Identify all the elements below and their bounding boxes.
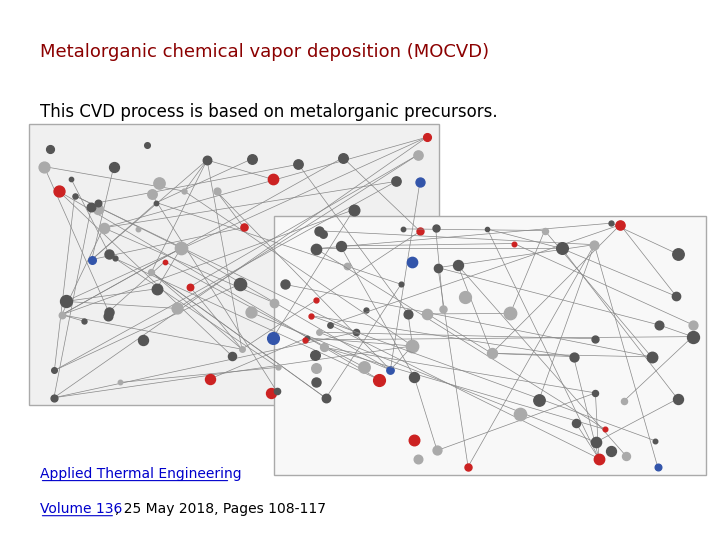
Text: Metalorganic chemical vapor deposition (MOCVD): Metalorganic chemical vapor deposition (…	[40, 43, 489, 61]
FancyBboxPatch shape	[29, 124, 439, 405]
Text: This CVD process is based on metalorganic precursors.: This CVD process is based on metalorgani…	[40, 103, 498, 120]
Text: Volume 136: Volume 136	[40, 502, 122, 516]
FancyBboxPatch shape	[274, 216, 706, 475]
Text: , 25 May 2018, Pages 108-117: , 25 May 2018, Pages 108-117	[115, 502, 326, 516]
Text: Applied Thermal Engineering: Applied Thermal Engineering	[40, 467, 241, 481]
